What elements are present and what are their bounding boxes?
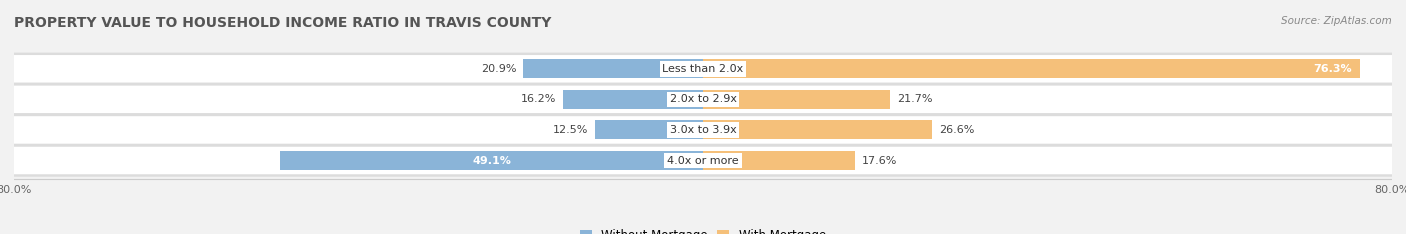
Text: 49.1%: 49.1%: [472, 156, 510, 165]
Text: 17.6%: 17.6%: [862, 156, 897, 165]
Text: 21.7%: 21.7%: [897, 94, 932, 104]
FancyBboxPatch shape: [11, 86, 1395, 113]
FancyBboxPatch shape: [10, 83, 1396, 116]
FancyBboxPatch shape: [11, 116, 1395, 144]
Text: 16.2%: 16.2%: [522, 94, 557, 104]
Bar: [523, 59, 703, 78]
Bar: [703, 90, 890, 109]
Text: 3.0x to 3.9x: 3.0x to 3.9x: [669, 125, 737, 135]
Text: 2.0x to 2.9x: 2.0x to 2.9x: [669, 94, 737, 104]
FancyBboxPatch shape: [11, 147, 1395, 174]
Bar: [280, 151, 703, 170]
Bar: [703, 59, 1360, 78]
Text: Less than 2.0x: Less than 2.0x: [662, 64, 744, 74]
Legend: Without Mortgage, With Mortgage: Without Mortgage, With Mortgage: [575, 225, 831, 234]
Text: Source: ZipAtlas.com: Source: ZipAtlas.com: [1281, 16, 1392, 26]
Text: 20.9%: 20.9%: [481, 64, 516, 74]
FancyBboxPatch shape: [10, 144, 1396, 177]
Text: 26.6%: 26.6%: [939, 125, 974, 135]
Bar: [703, 121, 932, 139]
Bar: [595, 121, 703, 139]
Text: 12.5%: 12.5%: [553, 125, 589, 135]
FancyBboxPatch shape: [10, 114, 1396, 146]
Text: 76.3%: 76.3%: [1313, 64, 1351, 74]
FancyBboxPatch shape: [11, 55, 1395, 83]
Bar: [564, 90, 703, 109]
FancyBboxPatch shape: [10, 53, 1396, 85]
Bar: [703, 151, 855, 170]
Text: PROPERTY VALUE TO HOUSEHOLD INCOME RATIO IN TRAVIS COUNTY: PROPERTY VALUE TO HOUSEHOLD INCOME RATIO…: [14, 16, 551, 30]
Text: 4.0x or more: 4.0x or more: [668, 156, 738, 165]
